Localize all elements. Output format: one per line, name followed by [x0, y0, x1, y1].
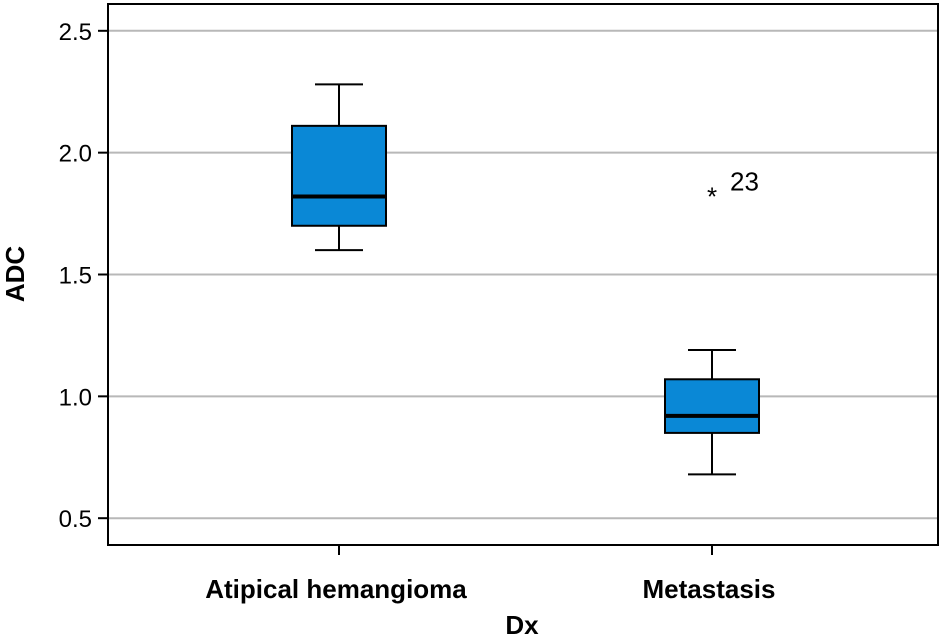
- iqr-box: [664, 378, 760, 434]
- x-tick-label: Atipical hemangioma: [205, 574, 467, 604]
- x-axis-title: Dx: [505, 610, 539, 638]
- y-tick-label: 2.5: [59, 19, 92, 46]
- box-group: * 23: [664, 167, 760, 476]
- x-tick-label: Metastasis: [643, 574, 776, 604]
- boxes: * 23: [291, 83, 760, 476]
- iqr-box: [291, 124, 387, 227]
- y-tick-label: 1.0: [59, 384, 92, 411]
- gridlines: [108, 29, 938, 520]
- outlier-marker: *: [707, 182, 717, 212]
- y-axis-title: ADC: [0, 246, 30, 303]
- y-axis-ticks: 0.5 1.0 1.5 2.0 2.5: [59, 19, 108, 533]
- x-axis-ticks: Atipical hemangioma Metastasis: [205, 545, 775, 604]
- y-tick-label: 2.0: [59, 141, 92, 168]
- y-tick-label: 0.5: [59, 506, 92, 533]
- box-group: [291, 83, 387, 252]
- y-tick-label: 1.5: [59, 263, 92, 290]
- outlier-label: 23: [730, 167, 759, 197]
